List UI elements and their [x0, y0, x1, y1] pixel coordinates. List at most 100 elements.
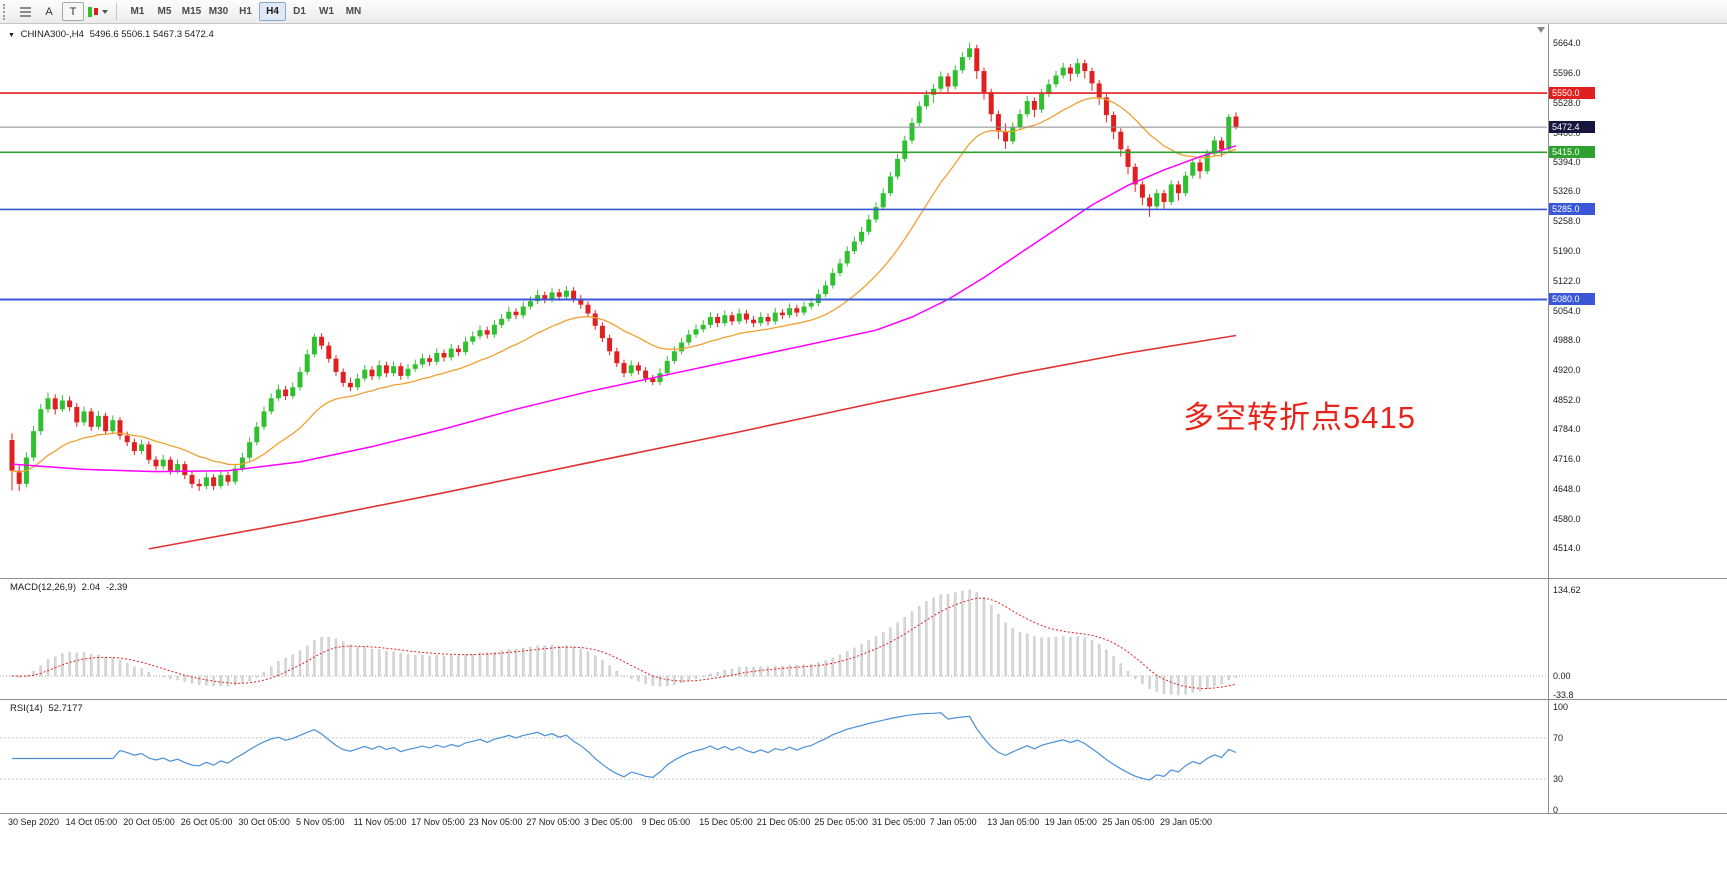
chart-annotation-text[interactable]: 多空转折点5415 [1183, 400, 1416, 435]
timeframe-m30-button[interactable]: M30 [205, 2, 232, 21]
timeframe-mn-button[interactable]: MN [340, 2, 367, 21]
rsi-scale-label: 100 [1553, 702, 1569, 712]
macd-panel-plot[interactable] [0, 579, 1548, 699]
indicator-dropdown-button[interactable] [86, 2, 109, 21]
candle-down-icon [94, 8, 98, 15]
price-axis-label: 4852.0 [1553, 394, 1581, 405]
timeframe-group: M1 M5 M15 M30 H1 H4 D1 W1 MN [124, 2, 367, 21]
chart-ohlc-values: 5496.6 5506.1 5467.3 5472.4 [89, 29, 214, 40]
timeframe-h4-button[interactable]: H4 [259, 2, 286, 21]
time-axis-label: 26 Oct 05:00 [180, 817, 233, 827]
time-axis-label: 25 Jan 05:00 [1102, 817, 1155, 827]
price-axis-label: 5664.0 [1553, 38, 1581, 48]
time-axis-separator [0, 813, 1727, 814]
price-axis-label: 4716.0 [1553, 454, 1581, 465]
price-axis-label: 4920.0 [1553, 364, 1581, 375]
time-axis-label: 7 Jan 05:00 [929, 817, 977, 827]
time-axis-label: 15 Dec 05:00 [699, 817, 753, 827]
time-axis-label: 20 Oct 05:00 [123, 817, 175, 827]
price-badge-5080.0: 5080.0 [1549, 293, 1595, 306]
time-axis-label: 23 Nov 05:00 [468, 817, 523, 827]
price-axis-label: 5596.0 [1553, 67, 1581, 78]
time-axis-label: 14 Oct 05:00 [65, 817, 118, 827]
text-label-button[interactable]: T [62, 2, 84, 21]
timeframe-m5-button[interactable]: M5 [151, 2, 178, 21]
timeframe-w1-button[interactable]: W1 [313, 2, 340, 21]
macd-scale-label: 0.00 [1553, 671, 1571, 681]
time-axis-label: 17 Nov 05:00 [411, 817, 465, 827]
time-axis-label: 9 Dec 05:00 [641, 817, 691, 827]
time-axis-label: 31 Dec 05:00 [872, 817, 926, 827]
panel-separator-macd[interactable] [0, 578, 1727, 579]
price-axis-label: 4648.0 [1553, 484, 1581, 495]
rsi-panel-plot[interactable] [0, 700, 1548, 813]
main-chart-plot[interactable] [0, 24, 1548, 578]
rsi-label: RSI(14) [10, 703, 43, 714]
time-axis-label: 3 Dec 05:00 [584, 817, 633, 827]
macd-label: MACD(12,26,9) [10, 582, 76, 593]
scroll-to-end-marker-icon[interactable] [1537, 27, 1545, 33]
chart-windows-icon[interactable] [14, 2, 36, 21]
time-axis-label: 21 Dec 05:00 [756, 817, 811, 827]
time-axis-label: 30 Oct 05:00 [238, 817, 290, 827]
rsi-line [12, 712, 1237, 781]
ma-medium-line [11, 145, 1237, 473]
price-axis-label: 5258.0 [1553, 216, 1581, 227]
macd-scale-label: -33.8 [1553, 690, 1574, 700]
rsi-indicator-label: RSI(14) 52.7177 [10, 703, 86, 714]
price-badge-5285.0: 5285.0 [1549, 203, 1595, 216]
time-axis-label: 27 Nov 05:00 [526, 817, 580, 827]
price-badge-5472.4: 5472.4 [1549, 121, 1595, 134]
time-axis-label: 11 Nov 05:00 [353, 817, 407, 827]
rsi-scale-label: 70 [1553, 732, 1564, 743]
price-axis-label: 4988.0 [1553, 334, 1581, 345]
candlestick-series [9, 42, 1239, 491]
panel-separator-rsi[interactable] [0, 699, 1727, 700]
timeframe-d1-button[interactable]: D1 [286, 2, 313, 21]
timeframe-m15-button[interactable]: M15 [178, 2, 205, 21]
price-axis-border [1548, 24, 1549, 814]
macd-scale-label: 134.62 [1553, 585, 1581, 595]
rsi-value: 52.7177 [48, 703, 83, 714]
macd-value-signal: -2.39 [105, 582, 128, 593]
price-axis-label: 5394.0 [1553, 156, 1581, 167]
chart-title: ▼ CHINA300-,H4 5496.6 5506.1 5467.3 5472… [8, 29, 217, 40]
menu-grid-icon [19, 6, 31, 17]
price-axis[interactable] [1549, 24, 1727, 813]
price-axis-label: 5054.0 [1553, 305, 1581, 316]
time-axis-label: 29 Jan 05:00 [1160, 817, 1213, 827]
price-axis-label: 5528.0 [1553, 97, 1581, 108]
toolbar-separator [116, 3, 117, 20]
time-axis-label: 5 Nov 05:00 [296, 817, 345, 827]
ma-fast-line [11, 97, 1237, 473]
time-axis-label: 30 Sep 2020 [8, 817, 60, 827]
time-axis-label: 25 Dec 05:00 [814, 817, 868, 827]
ma-slow-line [148, 334, 1237, 550]
price-axis-label: 4514.0 [1553, 543, 1581, 553]
rsi-scale-label: 30 [1553, 774, 1564, 785]
price-badge-5415.0: 5415.0 [1549, 146, 1595, 159]
price-axis-label: 5190.0 [1553, 246, 1581, 257]
chart-symbol-period: CHINA300-,H4 [20, 29, 84, 40]
toolbar: A T M1 M5 M15 M30 H1 H4 D1 W1 MN [0, 0, 1727, 24]
timeframe-h1-button[interactable]: H1 [232, 2, 259, 21]
macd-value-main: 2.04 [81, 582, 101, 593]
cursor-a-button[interactable]: A [38, 2, 60, 21]
time-axis-label: 19 Jan 05:00 [1044, 817, 1097, 827]
collapse-triangle-icon[interactable]: ▼ [8, 32, 15, 39]
macd-histogram [10, 589, 1238, 696]
price-axis-label: 5122.0 [1553, 276, 1581, 286]
toolbar-grip[interactable] [3, 3, 8, 20]
chevron-down-icon [102, 9, 108, 14]
macd-signal-line [11, 597, 1237, 690]
price-badge-5550.0: 5550.0 [1549, 87, 1595, 100]
timeframe-m1-button[interactable]: M1 [124, 2, 151, 21]
candle-up-icon [88, 6, 92, 17]
time-axis-label: 13 Jan 05:00 [987, 817, 1040, 827]
rsi-scale-label: 0 [1553, 805, 1559, 815]
price-axis-label: 4580.0 [1553, 514, 1581, 525]
macd-indicator-label: MACD(12,26,9) 2.04 -2.39 [10, 582, 130, 593]
price-axis-label: 4784.0 [1553, 424, 1581, 435]
price-axis-label: 5326.0 [1553, 186, 1581, 197]
